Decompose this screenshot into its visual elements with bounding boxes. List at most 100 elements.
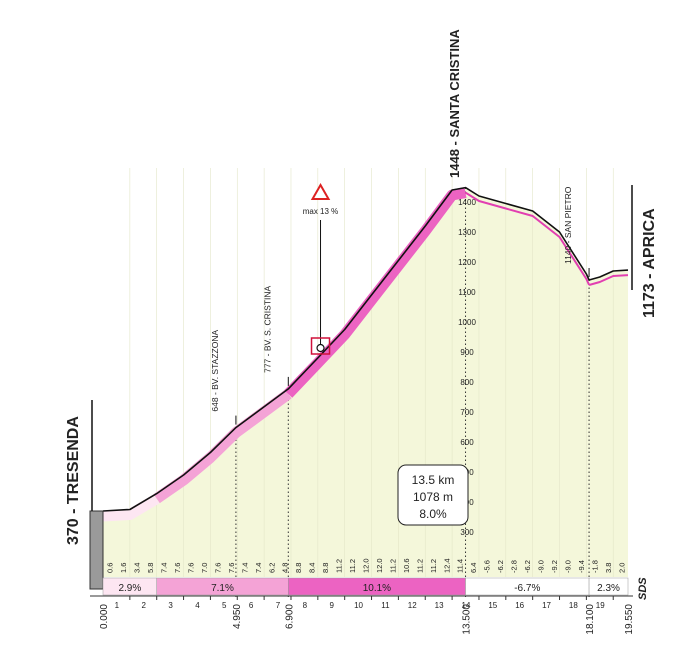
warning-sign	[310, 182, 331, 200]
gradient-label: 7.4	[160, 563, 169, 573]
x-tick-label: 15	[488, 601, 497, 610]
summary-text: 13.5 km	[412, 473, 455, 487]
section-label: 2.9%	[118, 583, 141, 594]
y-tick-label: 1400	[458, 198, 476, 207]
x-tick-label: 17	[542, 601, 551, 610]
gradient-label: 0.6	[106, 563, 115, 573]
x-tick-label: 4	[195, 601, 200, 610]
y-tick-label: 300	[460, 528, 474, 537]
x-tick-label: 9	[329, 601, 334, 610]
gradient-label: 8.8	[321, 563, 330, 573]
gradient-label: -1.8	[590, 560, 599, 573]
section-bar	[588, 577, 629, 596]
gradient-label: 12.0	[375, 558, 384, 573]
distance-label: 19.550	[624, 604, 635, 635]
x-tick-label: 12	[408, 601, 417, 610]
gradient-label: -9.0	[563, 560, 572, 573]
x-tick-label: 3	[168, 601, 173, 610]
x-tick-label: 10	[354, 601, 363, 610]
section-label: -6.7%	[514, 583, 540, 594]
y-tick-label: 900	[460, 348, 474, 357]
gradient-label: 11.2	[388, 559, 397, 573]
gradient-label: 7.6	[187, 563, 196, 573]
distance-label: 6.900	[284, 604, 295, 629]
gradient-label: 7.0	[200, 563, 209, 573]
gradient-label: 8.8	[294, 563, 303, 573]
gradient-label: 11.2	[335, 559, 344, 573]
gradient-label: 11.2	[429, 559, 438, 573]
x-tick-label: 2	[141, 601, 146, 610]
gradient-label: 6.2	[267, 563, 276, 573]
y-tick-label: 600	[460, 438, 474, 447]
distance-label: 0.000	[99, 604, 110, 629]
gradient-label: 7.4	[254, 563, 263, 573]
profile-ribbon	[464, 191, 591, 286]
section-label: 10.1%	[363, 583, 391, 594]
gradient-label: 5.8	[146, 563, 155, 573]
profile-ribbon	[153, 389, 292, 504]
x-tick-label: 5	[222, 601, 227, 610]
place-label: 1140 - SAN PIETRO	[563, 186, 573, 264]
profile-ribbon	[588, 274, 629, 286]
summary-text: 1078 m	[413, 490, 453, 504]
x-tick-label: 19	[596, 601, 605, 610]
profile-area	[103, 187, 628, 577]
gradient-label: -9.2	[550, 560, 559, 573]
profile-line	[102, 186, 629, 512]
start-pillar	[89, 510, 104, 590]
distance-label: 4.950	[232, 604, 243, 629]
x-tick-label: 1	[115, 601, 120, 610]
place-label: 370 - TRESENDA	[65, 416, 82, 545]
gradient-label: 7.6	[227, 563, 236, 573]
gradient-label: 12.0	[362, 558, 371, 573]
max-box	[310, 337, 331, 355]
max-point	[316, 343, 325, 353]
distance-label: 13.500	[462, 604, 473, 635]
y-tick-label: 1000	[458, 318, 476, 327]
y-tick-label: 1100	[458, 288, 476, 297]
section-label: 7.1%	[211, 583, 234, 594]
distance-label: 18.100	[585, 604, 596, 635]
y-tick-label: 1200	[458, 258, 476, 267]
gradient-label: 12.4	[442, 558, 451, 573]
gradient-label: -9.0	[537, 560, 546, 573]
max-label: max 13 %	[303, 207, 339, 216]
gradient-label: 7.6	[173, 563, 182, 573]
y-tick-label: 700	[460, 408, 474, 417]
summary-text: 8.0%	[419, 507, 447, 521]
x-tick-label: 18	[569, 601, 578, 610]
place-label: 1448 - SANTA CRISTINA	[447, 29, 462, 178]
summary-box	[397, 464, 469, 526]
gradient-label: 8.4	[308, 563, 317, 573]
gradient-label: 4.8	[281, 563, 290, 573]
x-tick-label: 13	[435, 601, 444, 610]
gradient-label: -5.6	[483, 560, 492, 573]
gradient-label: 11.2	[415, 559, 424, 573]
gradient-label: -9.4	[577, 560, 586, 573]
gradient-label: -6.2	[523, 560, 532, 573]
place-label: 777 - BV. S. CRISTINA	[262, 285, 272, 372]
x-tick-label: 8	[303, 601, 308, 610]
gradient-label: 3.8	[604, 563, 613, 573]
place-label: 648 - BV. STAZZONA	[210, 330, 220, 412]
x-tick-label: 6	[249, 601, 254, 610]
x-tick-label: 11	[381, 601, 390, 610]
gradient-label: 2.0	[617, 563, 626, 573]
logo: SDS	[637, 577, 649, 600]
gradient-label: 7.4	[240, 563, 249, 573]
gradient-label: 3.4	[133, 563, 142, 573]
section-label: 2.3%	[597, 583, 620, 594]
gradient-label: 11.4	[456, 559, 465, 573]
gradient-label: 7.6	[213, 563, 222, 573]
profile-ribbon	[102, 493, 160, 522]
gradient-label: 10.6	[402, 558, 411, 573]
gradient-label: 6.4	[469, 563, 478, 573]
y-tick-label: 1300	[458, 228, 476, 237]
gradient-label: -6.2	[496, 560, 505, 573]
x-tick-label: 16	[515, 601, 524, 610]
profile-ribbon	[284, 187, 467, 398]
gradient-label: 1.6	[119, 563, 128, 573]
x-tick-label: 14	[462, 601, 471, 610]
